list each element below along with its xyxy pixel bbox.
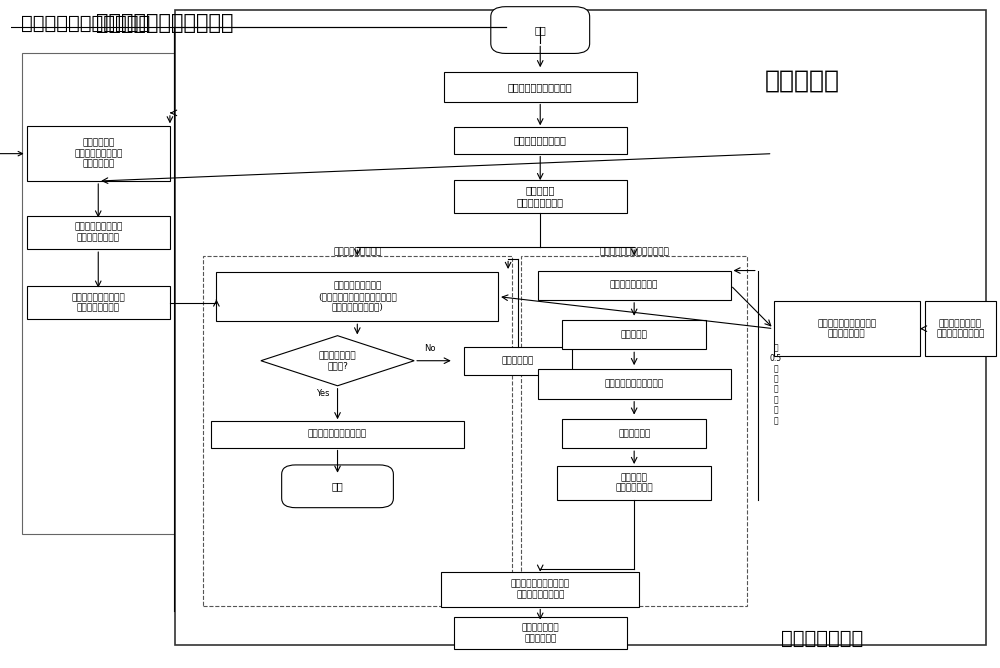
- Text: 总控终端计算机发送
指令至测试服务器: 总控终端计算机发送 指令至测试服务器: [74, 222, 122, 242]
- Text: 脱落分离电源模块
网络故障检测及恢复: 脱落分离电源模块 网络故障检测及恢复: [936, 319, 985, 339]
- FancyBboxPatch shape: [22, 53, 175, 534]
- FancyBboxPatch shape: [444, 72, 637, 102]
- Text: 发射控制台
设备自检及初始化: 发射控制台 设备自检及初始化: [517, 186, 564, 207]
- Polygon shape: [261, 336, 414, 386]
- FancyBboxPatch shape: [538, 271, 731, 300]
- FancyBboxPatch shape: [557, 466, 711, 500]
- FancyBboxPatch shape: [175, 10, 986, 645]
- Text: 指令由综合测试服务器
转发至发射控制台: 指令由综合测试服务器 转发至发射控制台: [71, 293, 125, 313]
- FancyBboxPatch shape: [211, 421, 464, 448]
- Text: Yes: Yes: [316, 389, 329, 398]
- FancyBboxPatch shape: [454, 180, 627, 213]
- Text: 数据本地存储: 数据本地存储: [618, 429, 650, 438]
- Text: 退出发射控制台
软件吗?: 退出发射控制台 软件吗?: [319, 351, 356, 371]
- FancyBboxPatch shape: [282, 465, 393, 508]
- Text: 模拟量、状态量采集: 模拟量、状态量采集: [610, 281, 658, 290]
- FancyBboxPatch shape: [454, 617, 627, 649]
- Text: 数据采集、显示、保存和发送: 数据采集、显示、保存和发送: [599, 247, 669, 256]
- FancyBboxPatch shape: [27, 286, 170, 319]
- Text: 总控终端计算机（指令）: 总控终端计算机（指令）: [96, 13, 234, 33]
- Text: 启动发射控制台软件: 启动发射控制台软件: [514, 136, 567, 145]
- Text: 图形化显示: 图形化显示: [621, 330, 648, 339]
- Text: 总控终端计算机（指令）: 总控终端计算机（指令）: [21, 14, 150, 33]
- Text: 监视终端计算机
统一远程监视: 监视终端计算机 统一远程监视: [521, 623, 559, 643]
- FancyBboxPatch shape: [562, 419, 706, 448]
- Text: 控制功能产生与执行
(含指令接收、解析、动作及操作
日志、脱分电源控制): 控制功能产生与执行 (含指令接收、解析、动作及操作 日志、脱分电源控制): [318, 282, 397, 311]
- FancyBboxPatch shape: [562, 320, 706, 349]
- Text: 以
0.5
秒
为
周
期
循
环: 以 0.5 秒 为 周 期 循 环: [769, 343, 782, 425]
- Text: 监视终端计算机: 监视终端计算机: [781, 629, 863, 647]
- Text: 发射控制台: 发射控制台: [765, 68, 840, 92]
- Text: 测试人员通过
总控终端计算机发送
远程控制命令: 测试人员通过 总控终端计算机发送 远程控制命令: [74, 139, 122, 168]
- Text: 发射控制台测试网络故障
检测及网络恢复: 发射控制台测试网络故障 检测及网络恢复: [817, 319, 876, 339]
- Text: 卫星加断电相关信息统计: 卫星加断电相关信息统计: [605, 379, 664, 389]
- FancyBboxPatch shape: [454, 127, 627, 154]
- FancyBboxPatch shape: [521, 256, 747, 607]
- FancyBboxPatch shape: [925, 301, 996, 356]
- Text: 结束所有线程并关闭软件: 结束所有线程并关闭软件: [308, 430, 367, 439]
- FancyBboxPatch shape: [27, 216, 170, 249]
- FancyBboxPatch shape: [491, 7, 590, 53]
- FancyBboxPatch shape: [441, 572, 639, 607]
- Text: 控制功能产生与执行: 控制功能产生与执行: [333, 247, 381, 256]
- Text: 结束: 结束: [332, 482, 343, 491]
- FancyBboxPatch shape: [538, 369, 731, 399]
- Text: No: No: [424, 344, 436, 353]
- Text: 执行相应动作: 执行相应动作: [502, 356, 534, 365]
- Text: 数据发送至
综合测试服务器: 数据发送至 综合测试服务器: [615, 473, 653, 493]
- Text: 开启发射控制台硬件设备: 开启发射控制台硬件设备: [508, 82, 573, 92]
- FancyBboxPatch shape: [203, 256, 512, 607]
- FancyBboxPatch shape: [27, 126, 170, 181]
- FancyBboxPatch shape: [216, 272, 498, 321]
- Text: 数据由综合测试服务器转
发至监视终端计算机: 数据由综合测试服务器转 发至监视终端计算机: [511, 579, 570, 599]
- FancyBboxPatch shape: [774, 301, 920, 356]
- Text: 开始: 开始: [534, 25, 546, 35]
- FancyBboxPatch shape: [464, 347, 572, 375]
